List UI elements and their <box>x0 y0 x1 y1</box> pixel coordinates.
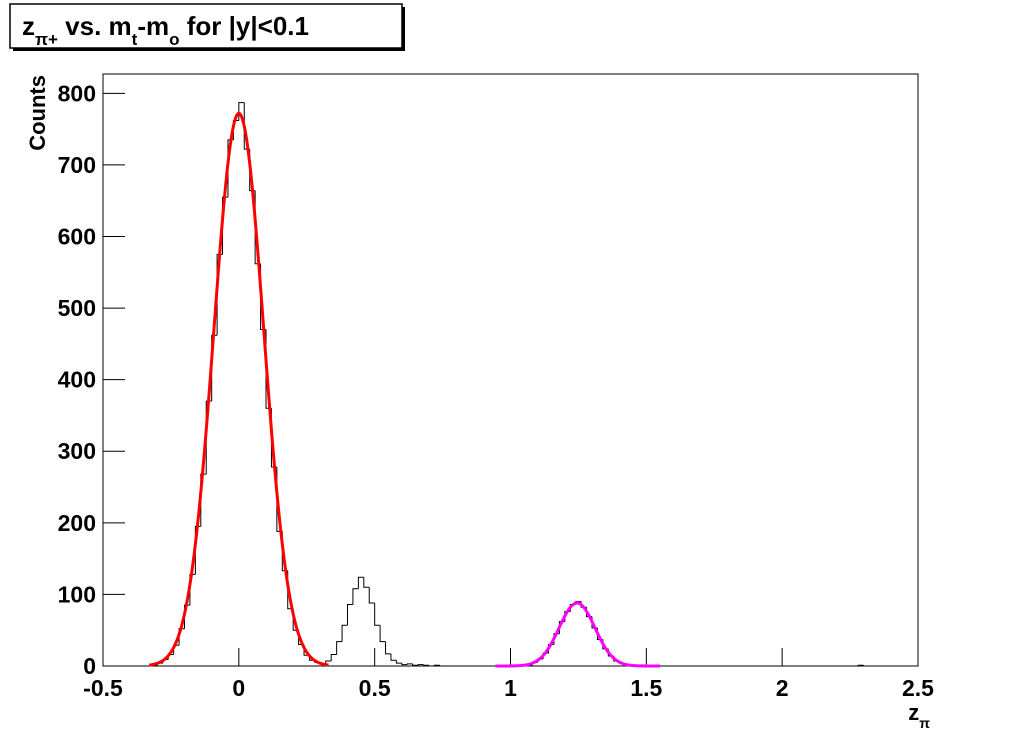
x-tick-label: -0.5 <box>83 675 123 701</box>
x-tick-label: 1.5 <box>630 675 662 701</box>
histogram-bin <box>357 576 364 589</box>
histogram-bin <box>412 663 419 666</box>
x-tick-label: 2 <box>776 675 789 701</box>
y-tick-label: 100 <box>58 581 96 607</box>
histogram-bin <box>194 525 201 575</box>
chart-title-part: o <box>169 30 179 49</box>
histogram-bin <box>341 624 348 642</box>
histogram-bin <box>385 641 391 655</box>
chart-title-part: vs. m <box>58 11 132 41</box>
y-tick-label: 0 <box>83 653 96 679</box>
y-tick-label: 300 <box>58 438 96 464</box>
x-axis-label-part: π <box>919 715 930 731</box>
histogram-bin <box>336 641 343 655</box>
chart-title-part: t <box>132 30 138 49</box>
histogram-bin <box>363 577 370 588</box>
y-tick-label: 700 <box>58 152 96 178</box>
x-axis-label: zπ <box>908 700 930 731</box>
x-tick-label: 2.5 <box>902 675 934 701</box>
x-tick-label: 0 <box>232 675 245 701</box>
histogram-bin <box>433 664 440 666</box>
histogram-bin <box>200 473 207 527</box>
x-tick-label: 1 <box>504 675 517 701</box>
x-axis-label-part: z <box>908 700 919 725</box>
chart-title-part: for |y|<0.1 <box>180 11 309 41</box>
histogram-bin <box>857 664 864 666</box>
histogram-bin <box>352 588 359 605</box>
chart-title: zπ+ vs. mt-mo for |y|<0.1 <box>22 11 309 49</box>
y-axis-label: Counts <box>25 75 50 151</box>
fit-curve <box>495 601 660 668</box>
histogram-bin <box>178 628 185 646</box>
histogram-bin <box>423 664 429 666</box>
y-tick-label: 800 <box>58 80 96 106</box>
histogram-bin <box>417 664 424 666</box>
chart-title-part: z <box>22 11 35 41</box>
histogram-bin <box>368 587 375 604</box>
histogram-bin <box>390 653 397 661</box>
histogram-bin <box>379 625 386 643</box>
histogram-bin <box>439 665 446 667</box>
histogram-bin <box>184 604 190 629</box>
x-tick-label: 0.5 <box>359 675 391 701</box>
y-tick-label: 500 <box>58 295 96 321</box>
histogram-bin <box>406 663 413 665</box>
histogram-bin <box>395 660 402 664</box>
chart-title-part: -m <box>137 11 169 41</box>
histogram-bin <box>330 654 337 661</box>
y-tick-label: 200 <box>58 510 96 536</box>
histogram-bin <box>374 603 381 626</box>
chart-title-part: π+ <box>35 30 58 49</box>
y-tick-label: 400 <box>58 367 96 393</box>
histogram-bin <box>347 603 353 626</box>
histogram-bin <box>428 665 435 667</box>
histogram-bin <box>189 573 196 606</box>
y-tick-label: 600 <box>58 223 96 249</box>
histogram-bin <box>401 663 408 666</box>
title-box <box>9 3 403 49</box>
histogram-bin <box>325 660 332 664</box>
fit-curve <box>148 111 329 667</box>
histogram-bin <box>863 665 870 667</box>
